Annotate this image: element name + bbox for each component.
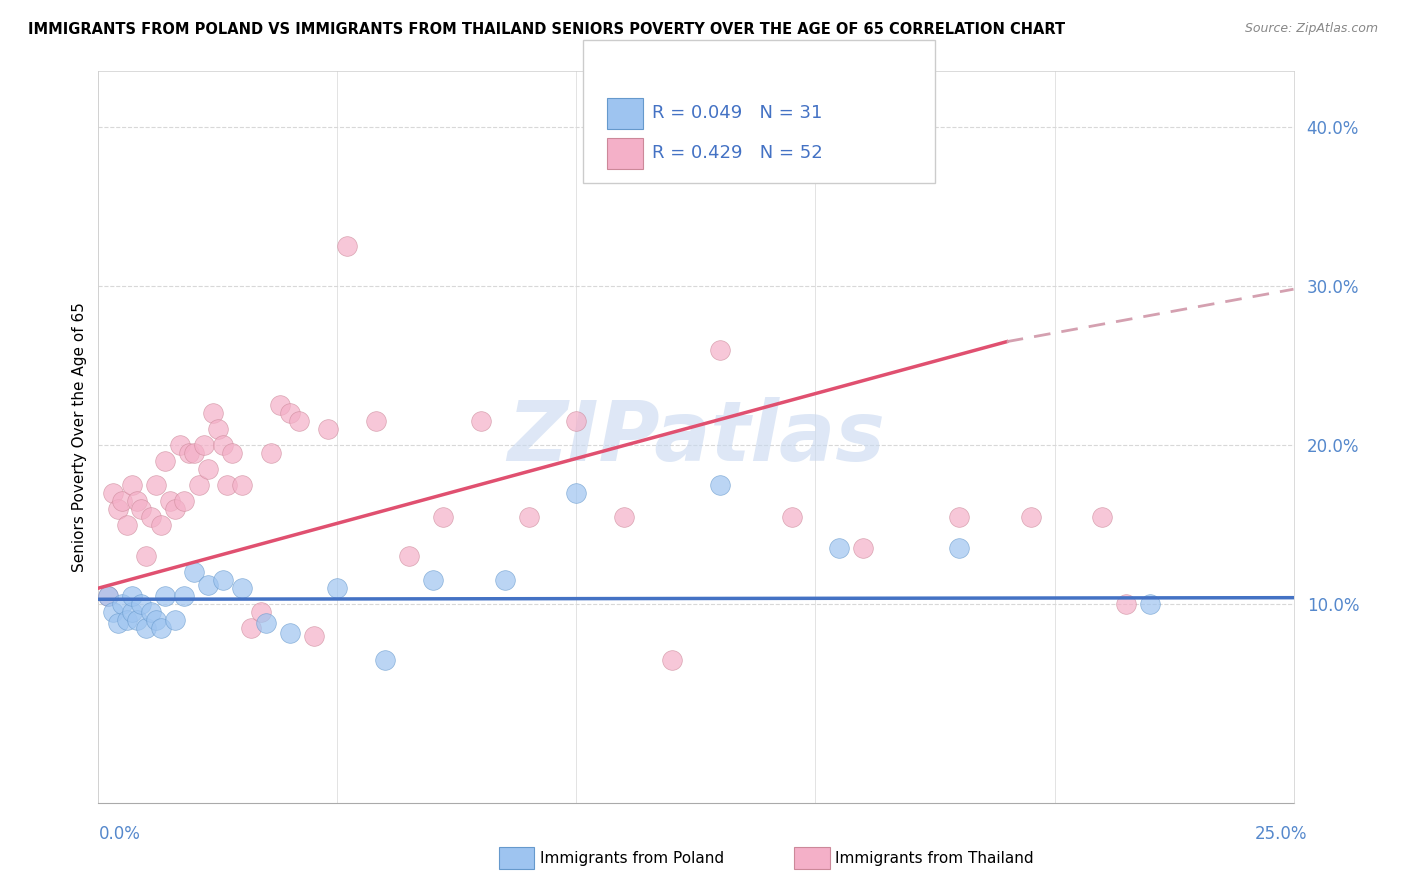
Point bbox=[565, 485, 588, 500]
Point bbox=[139, 509, 162, 524]
Point bbox=[1115, 597, 1137, 611]
Text: R = 0.429   N = 52: R = 0.429 N = 52 bbox=[652, 145, 823, 162]
Point bbox=[709, 477, 731, 491]
Point bbox=[302, 629, 325, 643]
Point bbox=[173, 589, 195, 603]
Point bbox=[494, 573, 516, 587]
Point bbox=[197, 462, 219, 476]
Point bbox=[398, 549, 420, 564]
Point bbox=[288, 414, 311, 428]
Point bbox=[183, 566, 205, 580]
Point bbox=[125, 613, 148, 627]
Point bbox=[197, 578, 219, 592]
Point bbox=[240, 621, 263, 635]
Point bbox=[364, 414, 387, 428]
Point bbox=[613, 509, 636, 524]
Point bbox=[107, 501, 129, 516]
Point bbox=[187, 477, 209, 491]
Text: 0.0%: 0.0% bbox=[98, 825, 141, 843]
Text: IMMIGRANTS FROM POLAND VS IMMIGRANTS FROM THAILAND SENIORS POVERTY OVER THE AGE : IMMIGRANTS FROM POLAND VS IMMIGRANTS FRO… bbox=[28, 22, 1066, 37]
Point bbox=[101, 485, 124, 500]
Point bbox=[661, 653, 683, 667]
Text: Source: ZipAtlas.com: Source: ZipAtlas.com bbox=[1244, 22, 1378, 36]
Point bbox=[135, 549, 157, 564]
Point bbox=[231, 477, 253, 491]
Text: 25.0%: 25.0% bbox=[1256, 825, 1308, 843]
Point bbox=[125, 493, 148, 508]
Point bbox=[149, 621, 172, 635]
Point bbox=[517, 509, 540, 524]
Point bbox=[121, 477, 143, 491]
Point bbox=[470, 414, 492, 428]
Point bbox=[131, 501, 153, 516]
Point bbox=[131, 597, 153, 611]
Point bbox=[155, 454, 177, 468]
Point bbox=[207, 422, 229, 436]
Point bbox=[149, 517, 172, 532]
Point bbox=[173, 493, 195, 508]
Point bbox=[159, 493, 181, 508]
Y-axis label: Seniors Poverty Over the Age of 65: Seniors Poverty Over the Age of 65 bbox=[72, 302, 87, 572]
Text: Immigrants from Thailand: Immigrants from Thailand bbox=[835, 851, 1033, 865]
Point bbox=[169, 438, 191, 452]
Point bbox=[155, 589, 177, 603]
Point bbox=[1139, 597, 1161, 611]
Text: ZIPatlas: ZIPatlas bbox=[508, 397, 884, 477]
Point bbox=[211, 573, 233, 587]
Point bbox=[163, 501, 186, 516]
Point bbox=[145, 477, 167, 491]
Point bbox=[145, 613, 167, 627]
Point bbox=[202, 406, 225, 420]
Point bbox=[278, 406, 301, 420]
Point bbox=[97, 589, 120, 603]
Point bbox=[163, 613, 186, 627]
Point bbox=[107, 616, 129, 631]
Point bbox=[183, 446, 205, 460]
Point bbox=[101, 605, 124, 619]
Point bbox=[948, 541, 970, 556]
Point bbox=[111, 493, 134, 508]
Point bbox=[336, 239, 359, 253]
Point bbox=[852, 541, 875, 556]
Point bbox=[254, 616, 277, 631]
Point bbox=[121, 589, 143, 603]
Point bbox=[374, 653, 396, 667]
Point bbox=[709, 343, 731, 357]
Point bbox=[121, 605, 143, 619]
Point bbox=[259, 446, 281, 460]
Point bbox=[269, 398, 291, 412]
Point bbox=[97, 589, 120, 603]
Point bbox=[179, 446, 201, 460]
Point bbox=[326, 581, 349, 595]
Point bbox=[115, 613, 138, 627]
Point bbox=[948, 509, 970, 524]
Point bbox=[115, 517, 138, 532]
Point bbox=[316, 422, 339, 436]
Point bbox=[565, 414, 588, 428]
Point bbox=[422, 573, 444, 587]
Text: R = 0.049   N = 31: R = 0.049 N = 31 bbox=[652, 104, 823, 122]
Point bbox=[828, 541, 851, 556]
Point bbox=[193, 438, 215, 452]
Point bbox=[211, 438, 233, 452]
Point bbox=[250, 605, 273, 619]
Point bbox=[780, 509, 803, 524]
Point bbox=[278, 625, 301, 640]
Point bbox=[231, 581, 253, 595]
Point bbox=[432, 509, 454, 524]
Point bbox=[139, 605, 162, 619]
Point bbox=[1019, 509, 1042, 524]
Point bbox=[221, 446, 243, 460]
Point bbox=[135, 621, 157, 635]
Point bbox=[1091, 509, 1114, 524]
Point bbox=[111, 597, 134, 611]
Point bbox=[217, 477, 239, 491]
Text: Immigrants from Poland: Immigrants from Poland bbox=[540, 851, 724, 865]
